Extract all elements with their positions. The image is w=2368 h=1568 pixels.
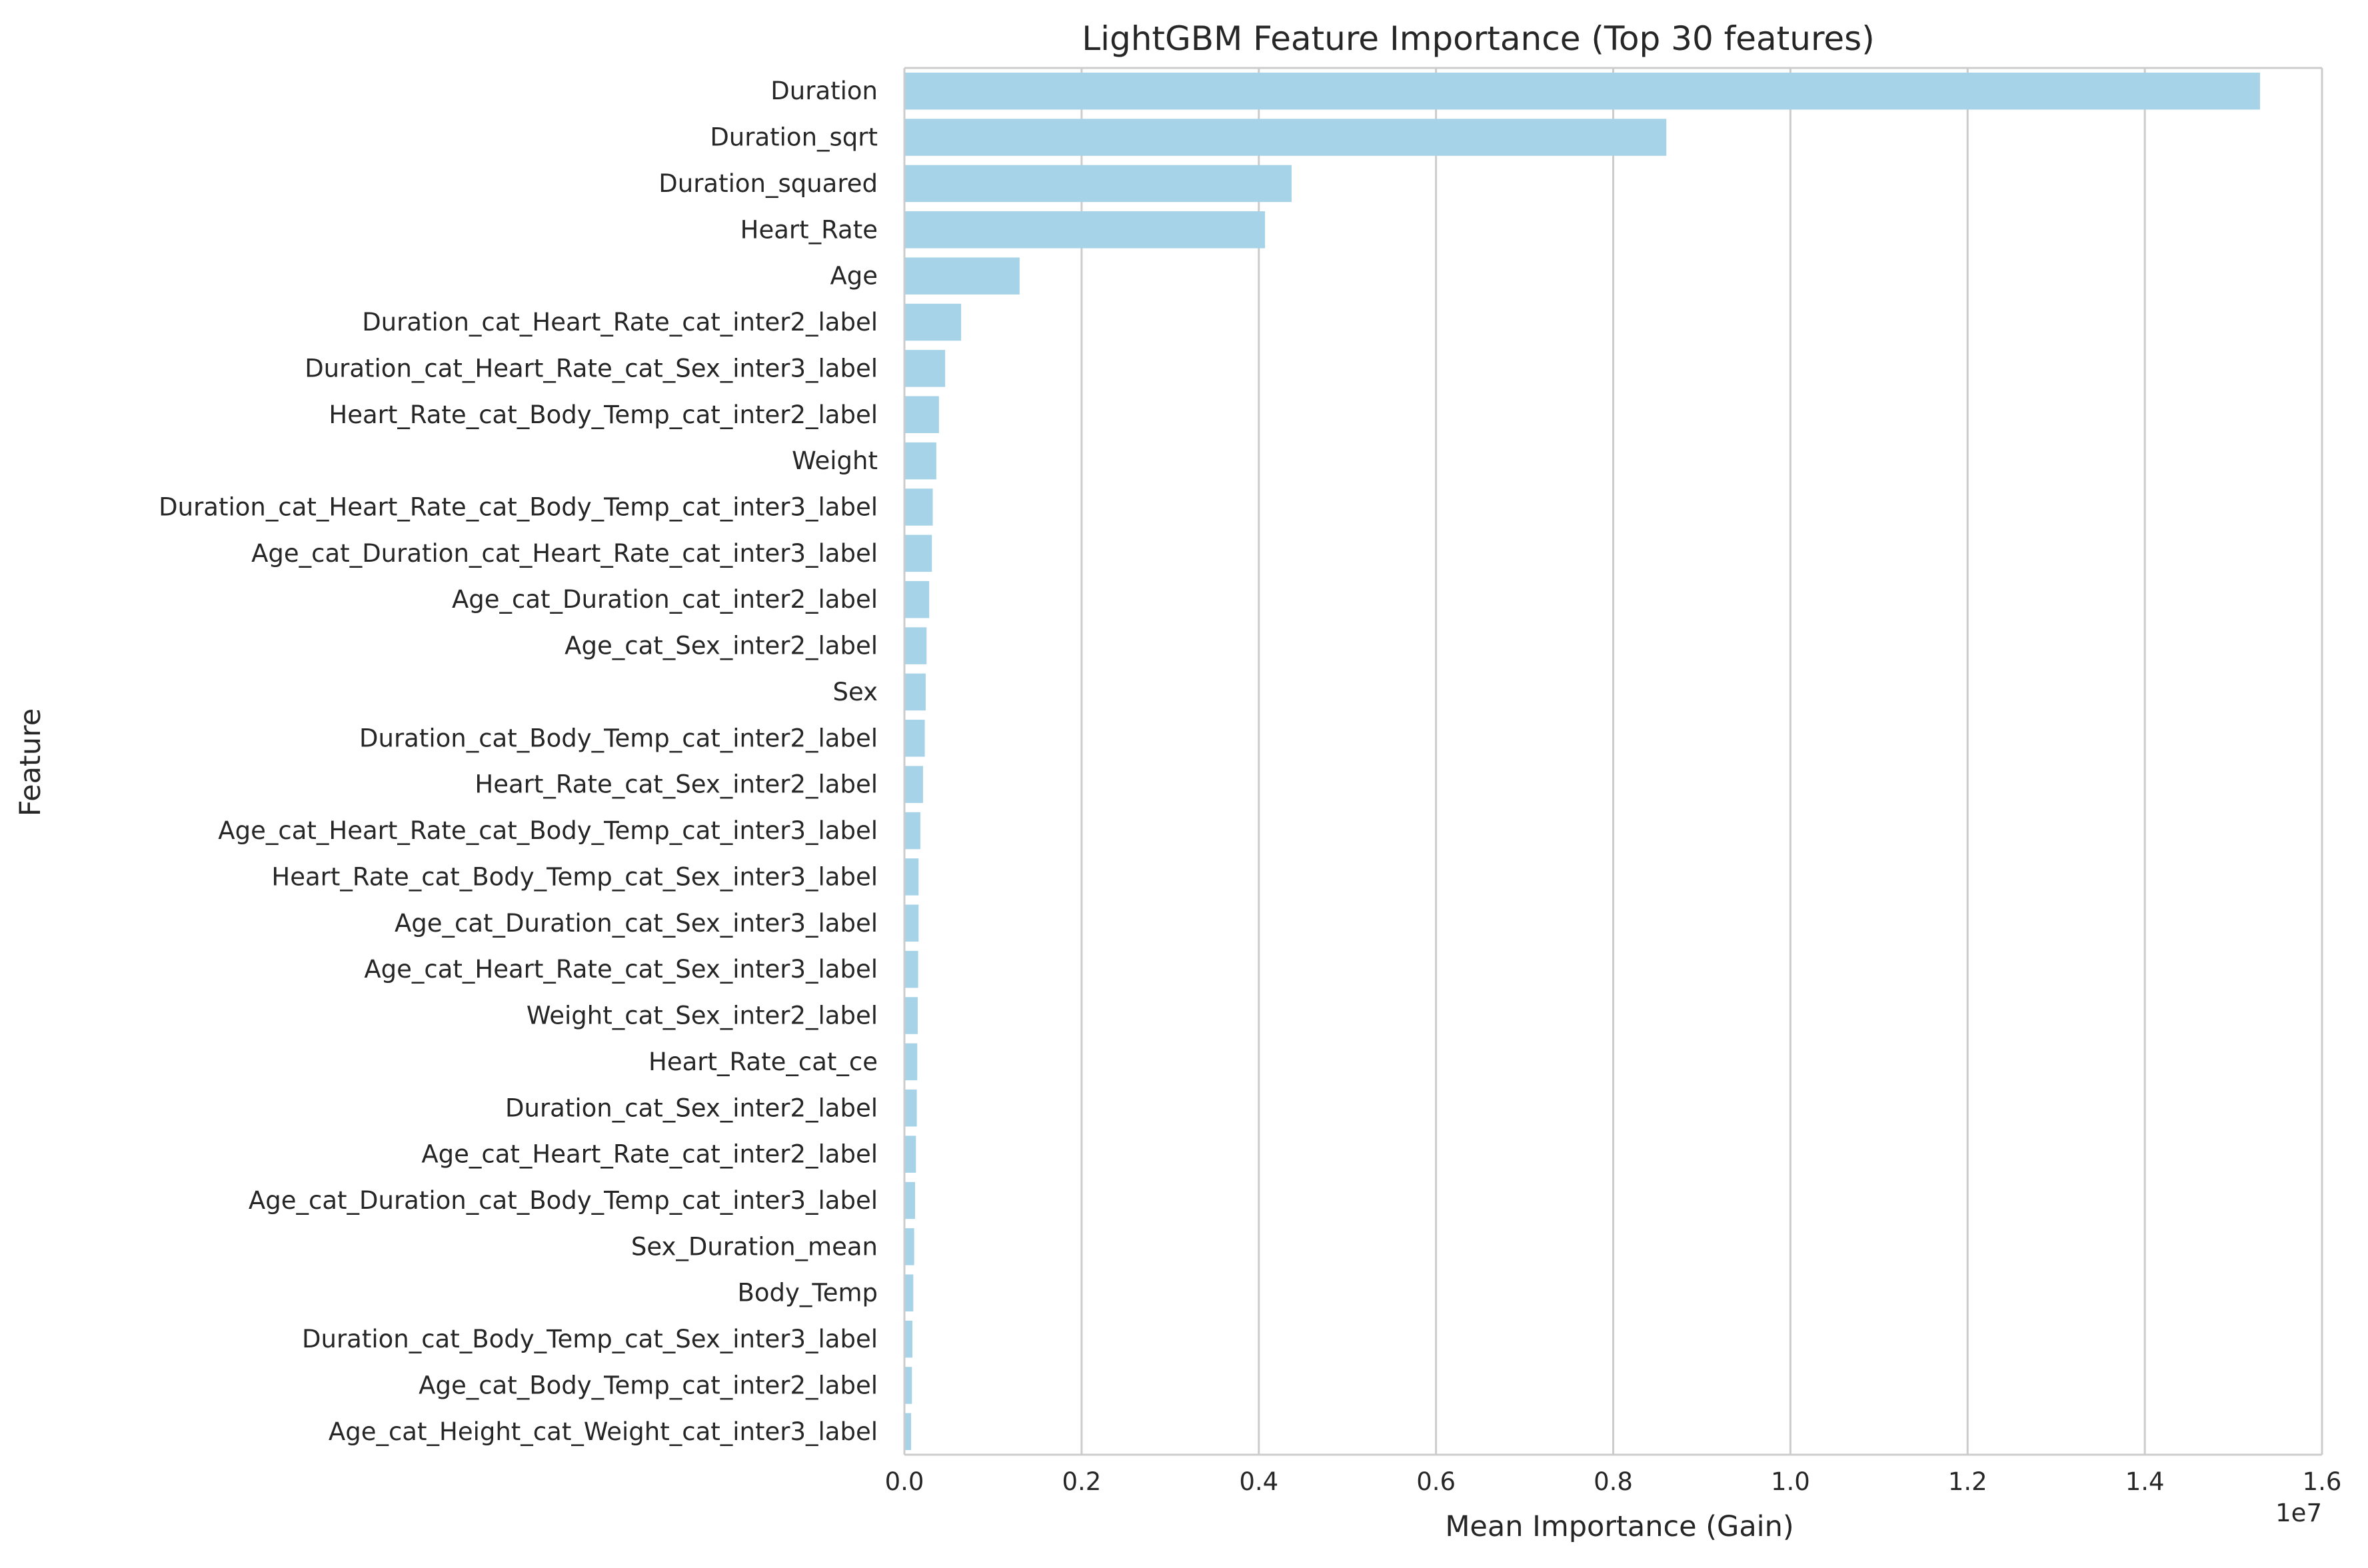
bars bbox=[904, 72, 2260, 1451]
y-tick-label: Sex bbox=[833, 678, 878, 706]
bar bbox=[904, 627, 927, 664]
y-tick-label: Duration_cat_Body_Temp_cat_inter2_label bbox=[359, 724, 878, 752]
y-tick-label: Heart_Rate_cat_Body_Temp_cat_Sex_inter3_… bbox=[271, 862, 878, 891]
bar bbox=[904, 534, 932, 572]
y-tick-label: Heart_Rate bbox=[740, 215, 878, 244]
y-tick-label: Heart_Rate_cat_Body_Temp_cat_inter2_labe… bbox=[329, 400, 878, 429]
bar bbox=[904, 442, 936, 480]
bar bbox=[904, 165, 1292, 203]
y-tick-label: Age_cat_Duration_cat_Body_Temp_cat_inter… bbox=[249, 1186, 878, 1215]
bar bbox=[904, 1090, 917, 1127]
bar bbox=[904, 1228, 914, 1265]
x-tick-label: 1.2 bbox=[1948, 1467, 1987, 1496]
y-tick-label: Weight bbox=[792, 446, 878, 475]
bar bbox=[904, 1181, 915, 1219]
x-tick-label: 0.8 bbox=[1594, 1467, 1633, 1496]
y-tick-label: Duration_cat_Heart_Rate_cat_Body_Temp_ca… bbox=[159, 492, 878, 521]
y-tick-label: Heart_Rate_cat_ce bbox=[648, 1048, 878, 1076]
bar bbox=[904, 580, 930, 618]
x-tick-label: 0.4 bbox=[1239, 1467, 1278, 1496]
x-axis-label: Mean Importance (Gain) bbox=[1445, 1510, 1793, 1543]
y-tick-label: Age_cat_Duration_cat_inter2_label bbox=[452, 585, 878, 614]
y-tick-label: Duration_squared bbox=[658, 169, 878, 198]
bar bbox=[904, 211, 1266, 249]
x-tick-label: 0.0 bbox=[885, 1467, 924, 1496]
y-tick-label: Weight_cat_Sex_inter2_label bbox=[527, 1002, 878, 1030]
y-tick-labels: Duration Duration_sqrt Duration_squared Hea… bbox=[159, 77, 878, 1446]
bar bbox=[904, 396, 939, 433]
y-tick-label: Heart_Rate_cat_Sex_inter2_label bbox=[475, 770, 878, 799]
x-tick-label: 0.2 bbox=[1062, 1467, 1101, 1496]
y-tick-label: Age_cat_Height_cat_Weight_cat_inter3_lab… bbox=[329, 1417, 878, 1446]
bar bbox=[904, 1367, 912, 1404]
bar bbox=[904, 1043, 918, 1081]
y-axis-label: Feature bbox=[14, 708, 47, 817]
bar bbox=[904, 488, 933, 526]
x-tick-label: 1.6 bbox=[2303, 1467, 2342, 1496]
x-tick-labels: 0.0 0.2 0.4 0.6 0.8 1.0 1.2 1.4 1.6 bbox=[885, 1467, 2342, 1496]
y-tick-label: Body_Temp bbox=[737, 1279, 878, 1307]
y-tick-label: Age_cat_Heart_Rate_cat_inter2_label bbox=[421, 1140, 878, 1169]
y-tick-label: Duration_cat_Heart_Rate_cat_inter2_label bbox=[362, 308, 878, 337]
chart-title: LightGBM Feature Importance (Top 30 feat… bbox=[1082, 19, 1874, 58]
plot-frame bbox=[903, 67, 2323, 1456]
y-tick-label: Duration_sqrt bbox=[710, 123, 878, 152]
bar bbox=[904, 858, 919, 896]
bar bbox=[904, 1274, 914, 1311]
bar bbox=[904, 812, 920, 850]
y-tick-label: Age_cat_Body_Temp_cat_inter2_label bbox=[419, 1371, 878, 1399]
bar bbox=[904, 1413, 911, 1451]
y-tick-label: Age bbox=[830, 262, 878, 291]
y-tick-label: Age_cat_Duration_cat_Heart_Rate_cat_inte… bbox=[251, 539, 878, 568]
bar bbox=[904, 720, 925, 757]
x-tick-label: 1.4 bbox=[2125, 1467, 2165, 1496]
bar bbox=[904, 1320, 912, 1358]
y-tick-label: Duration bbox=[770, 77, 878, 105]
y-tick-label: Age_cat_Heart_Rate_cat_Sex_inter3_label bbox=[364, 955, 878, 984]
bar bbox=[904, 72, 2260, 110]
bar bbox=[904, 673, 926, 711]
bar bbox=[904, 904, 919, 942]
y-tick-label: Duration_cat_Body_Temp_cat_Sex_inter3_la… bbox=[302, 1325, 878, 1353]
y-tick-label: Duration_cat_Sex_inter2_label bbox=[505, 1094, 878, 1122]
bar bbox=[904, 303, 962, 341]
bar bbox=[904, 1136, 916, 1173]
bar bbox=[904, 119, 1667, 156]
y-tick-label: Age_cat_Heart_Rate_cat_Body_Temp_cat_int… bbox=[218, 816, 878, 845]
bar bbox=[904, 950, 918, 988]
x-tick-label: 1.0 bbox=[1771, 1467, 1810, 1496]
y-tick-label: Age_cat_Sex_inter2_label bbox=[565, 632, 878, 660]
bar bbox=[904, 997, 918, 1034]
x-tick-label: 0.6 bbox=[1416, 1467, 1456, 1496]
y-tick-label: Sex_Duration_mean bbox=[631, 1232, 878, 1261]
y-tick-label: Age_cat_Duration_cat_Sex_inter3_label bbox=[395, 909, 878, 938]
bar bbox=[904, 257, 1020, 295]
x-offset-label: 1e7 bbox=[2275, 1499, 2322, 1527]
bar bbox=[904, 350, 946, 387]
y-tick-label: Duration_cat_Heart_Rate_cat_Sex_inter3_l… bbox=[305, 354, 878, 383]
bar bbox=[904, 766, 923, 803]
